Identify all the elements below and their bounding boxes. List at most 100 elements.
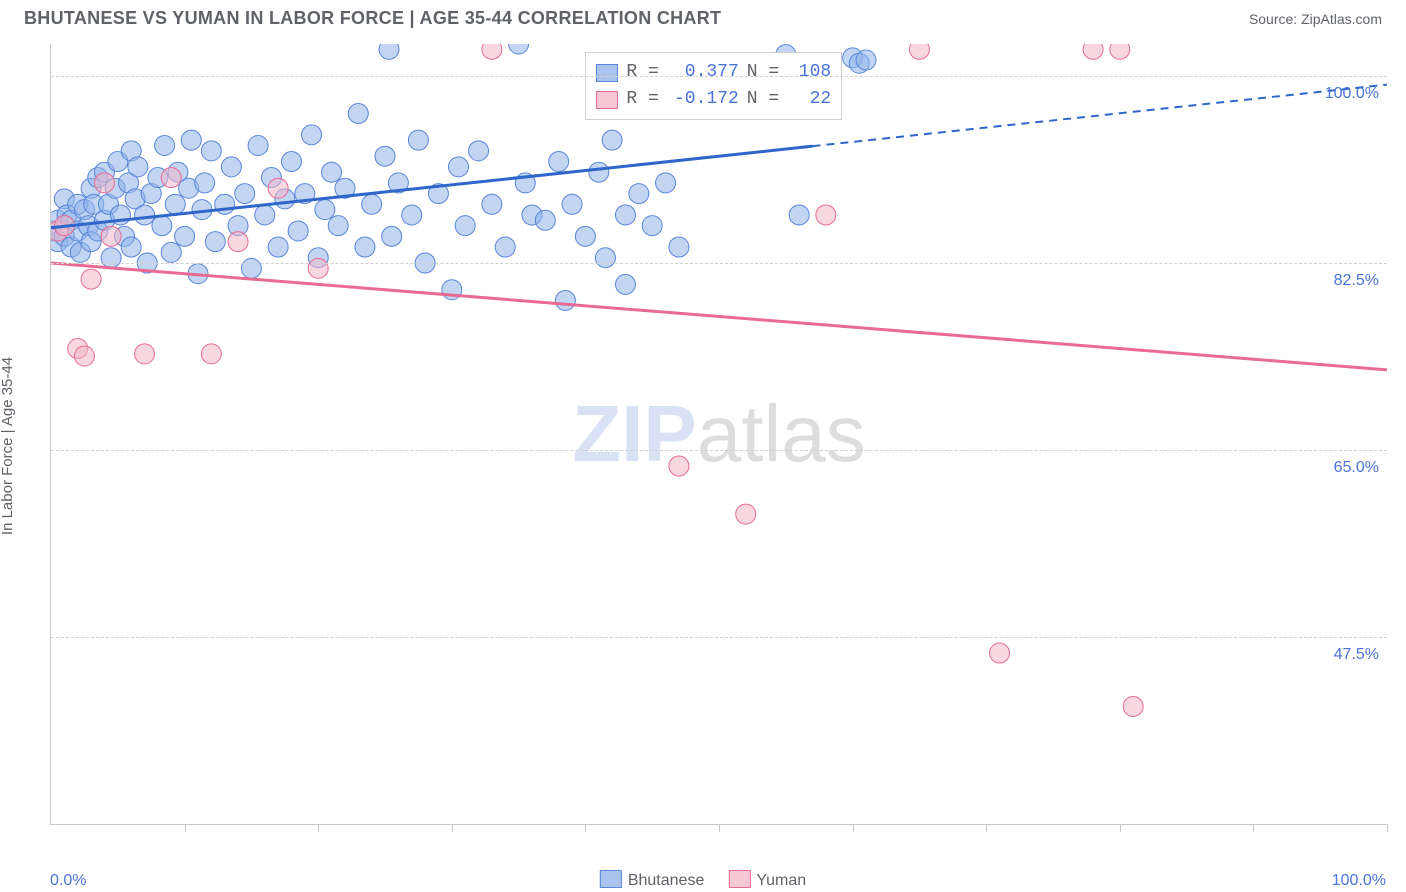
r-label: R =	[626, 86, 658, 113]
data-point	[615, 205, 635, 225]
data-point	[469, 141, 489, 161]
data-point	[248, 136, 268, 156]
chart-header: BHUTANESE VS YUMAN IN LABOR FORCE | AGE …	[0, 0, 1406, 33]
data-point	[241, 258, 261, 278]
legend-swatch	[596, 64, 618, 82]
data-point	[789, 205, 809, 225]
gridline	[51, 263, 1387, 264]
data-point	[482, 44, 502, 59]
y-axis-label: In Labor Force | Age 35-44	[0, 357, 16, 535]
data-point	[656, 173, 676, 193]
data-point	[615, 274, 635, 294]
data-point	[1110, 44, 1130, 59]
data-point	[94, 173, 114, 193]
chart-frame: ZIPatlas R =0.377N =108R =-0.172N =22 10…	[50, 44, 1387, 825]
data-point	[268, 178, 288, 198]
y-tick-label: 47.5%	[1334, 646, 1379, 664]
data-point	[101, 248, 121, 268]
data-point	[308, 258, 328, 278]
data-point	[181, 130, 201, 150]
data-point	[1083, 44, 1103, 59]
x-tick	[1120, 824, 1121, 832]
data-point	[121, 237, 141, 257]
x-tick	[986, 824, 987, 832]
plot-svg	[51, 44, 1387, 824]
data-point	[669, 456, 689, 476]
data-point	[152, 216, 172, 236]
data-point	[909, 44, 929, 59]
legend-item: Yuman	[728, 870, 806, 890]
legend-swatch	[600, 870, 622, 888]
trend-line	[51, 146, 813, 228]
trend-line-extrapolated	[813, 85, 1387, 147]
data-point	[379, 44, 399, 59]
n-label: N =	[747, 86, 779, 113]
x-tick	[585, 824, 586, 832]
data-point	[816, 205, 836, 225]
r-value: 0.377	[667, 59, 739, 86]
data-point	[228, 232, 248, 252]
data-point	[255, 205, 275, 225]
data-point	[201, 141, 221, 161]
x-tick	[1387, 824, 1388, 832]
data-point	[315, 200, 335, 220]
data-point	[990, 643, 1010, 663]
legend-swatch	[728, 870, 750, 888]
data-point	[161, 168, 181, 188]
legend-label: Yuman	[756, 872, 806, 889]
gridline	[51, 450, 1387, 451]
x-tick	[853, 824, 854, 832]
y-tick-label: 82.5%	[1334, 272, 1379, 290]
legend-item: Bhutanese	[600, 870, 705, 890]
r-value: -0.172	[667, 86, 739, 113]
data-point	[135, 344, 155, 364]
data-point	[195, 173, 215, 193]
stats-legend-row: R = -0.172 N = 22	[596, 86, 831, 113]
data-point	[562, 194, 582, 214]
x-axis-min-label: 0.0%	[50, 872, 86, 890]
n-value: 108	[787, 59, 831, 86]
data-point	[602, 130, 622, 150]
data-point	[509, 44, 529, 54]
data-point	[482, 194, 502, 214]
x-axis-max-label: 100.0%	[1332, 872, 1386, 890]
n-label: N =	[747, 59, 779, 86]
data-point	[235, 184, 255, 204]
data-point	[495, 237, 515, 257]
data-point	[642, 216, 662, 236]
plot-area: ZIPatlas R =0.377N =108R =-0.172N =22 10…	[51, 44, 1387, 824]
data-point	[268, 237, 288, 257]
data-point	[205, 232, 225, 252]
data-point	[288, 221, 308, 241]
data-point	[856, 50, 876, 70]
data-point	[555, 290, 575, 310]
data-point	[375, 146, 395, 166]
n-value: 22	[787, 86, 831, 113]
r-label: R =	[626, 59, 658, 86]
data-point	[348, 103, 368, 123]
x-tick	[185, 824, 186, 832]
stats-legend-row: R = 0.377 N = 108	[596, 59, 831, 86]
data-point	[382, 226, 402, 246]
data-point	[101, 226, 121, 246]
trend-line	[51, 263, 1387, 370]
data-point	[165, 194, 185, 214]
data-point	[128, 157, 148, 177]
data-point	[302, 125, 322, 145]
data-point	[402, 205, 422, 225]
data-point	[408, 130, 428, 150]
data-point	[74, 346, 94, 366]
bottom-legend: Bhutanese Yuman	[600, 870, 806, 890]
gridline	[51, 637, 1387, 638]
chart-title: BHUTANESE VS YUMAN IN LABOR FORCE | AGE …	[24, 8, 721, 29]
data-point	[135, 205, 155, 225]
data-point	[549, 152, 569, 172]
data-point	[669, 237, 689, 257]
data-point	[575, 226, 595, 246]
data-point	[201, 344, 221, 364]
data-point	[535, 210, 555, 230]
y-tick-label: 65.0%	[1334, 459, 1379, 477]
data-point	[455, 216, 475, 236]
data-point	[595, 248, 615, 268]
data-point	[736, 504, 756, 524]
